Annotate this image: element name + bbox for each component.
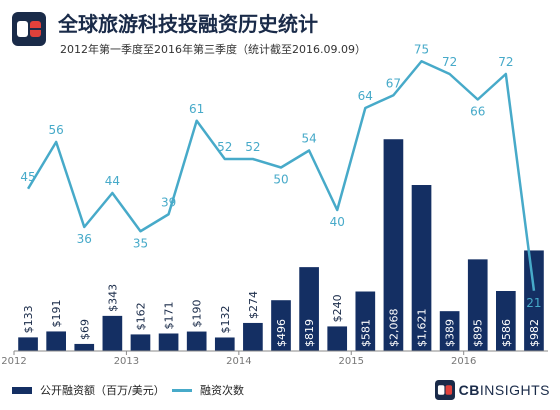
cb-brand-icon [434, 380, 455, 400]
bar [158, 333, 179, 351]
x-tick-label: 2012 [1, 356, 26, 367]
bar [411, 185, 432, 351]
line-series [26, 60, 536, 291]
line-point-label: 66 [470, 105, 485, 119]
bar-value-label: $191 [50, 299, 63, 327]
legend-bar-item: 公开融资额（百万/美元） [12, 382, 165, 398]
bar [74, 343, 95, 351]
line-point-label: 56 [49, 123, 64, 137]
bar [271, 300, 291, 351]
line-point-label: 40 [330, 215, 345, 229]
brand-prefix: CB [458, 382, 480, 398]
bar-value-label: $895 [472, 319, 485, 347]
bar-value-label: $581 [359, 319, 372, 347]
bar [355, 291, 376, 351]
line-point-label: 52 [245, 140, 260, 154]
bar-value-label: $132 [219, 305, 232, 333]
cb-logo [12, 12, 46, 46]
bar [327, 326, 348, 351]
brand-logo: CBINSIGHTS [434, 380, 550, 400]
bar-value-label: $1,621 [416, 309, 429, 348]
line-point-label: 36 [77, 232, 92, 246]
line-point-label: 54 [301, 132, 316, 146]
line-point-label: 50 [273, 173, 288, 187]
legend-bar-label: 公开融资额（百万/美元） [40, 384, 165, 397]
bar [243, 322, 263, 351]
legend-line-swatch [172, 388, 192, 392]
page-title: 全球旅游科技投融资历史统计 [58, 12, 318, 36]
bar-value-label: $162 [134, 302, 147, 330]
line-point-label: 45 [20, 170, 35, 184]
line-point-label: 64 [358, 89, 373, 103]
legend-line-label: 融资次数 [200, 384, 244, 397]
x-tick-label: 2013 [114, 356, 139, 367]
bar-value-label: $171 [163, 301, 176, 329]
brand-name: INSIGHTS [479, 382, 550, 398]
bar-value-label: $496 [275, 319, 288, 347]
page-subtitle: 2012年第一季度至2016年第三季度（统计截至2016.09.09） [60, 43, 366, 56]
bar [496, 290, 516, 351]
bar [186, 331, 207, 351]
line-point-label: 21 [526, 296, 541, 310]
line-point-label: 39 [161, 195, 176, 209]
bar-value-label: $274 [247, 291, 260, 319]
legend-line-item: 融资次数 [172, 382, 244, 398]
bar [524, 250, 544, 351]
line-point-label: 35 [133, 236, 148, 250]
bar [214, 337, 235, 351]
x-tick-label: 2016 [451, 356, 476, 367]
line-point-label: 44 [105, 174, 120, 188]
bar-value-label: $133 [22, 305, 35, 333]
bar [130, 334, 151, 351]
bar-value-label: $190 [191, 300, 204, 328]
bar [383, 139, 404, 351]
bar-value-label: $69 [78, 319, 91, 340]
bar-value-label: $240 [331, 294, 344, 322]
line-point-label: 67 [386, 76, 401, 90]
bar [102, 315, 123, 351]
bar-value-label: $586 [500, 319, 513, 347]
bar-value-label: $343 [106, 284, 119, 312]
bar [46, 331, 66, 351]
bar-value-label: $819 [303, 319, 316, 347]
x-tick-label: 2014 [226, 356, 251, 367]
bar [467, 259, 488, 351]
line-point-label: 72 [498, 55, 513, 69]
line-point-label: 75 [414, 42, 429, 56]
bar [299, 267, 319, 351]
bar-value-label: $982 [528, 319, 541, 347]
x-tick-label: 2015 [339, 356, 364, 367]
line-point-label: 61 [189, 102, 204, 116]
bar-value-label: $2,068 [387, 309, 400, 348]
line-point-label: 52 [217, 140, 232, 154]
bar-value-label: $389 [444, 319, 457, 347]
line-point-label: 72 [442, 55, 457, 69]
legend-bar-swatch [12, 386, 32, 394]
bar [18, 337, 38, 351]
bar [439, 311, 460, 351]
